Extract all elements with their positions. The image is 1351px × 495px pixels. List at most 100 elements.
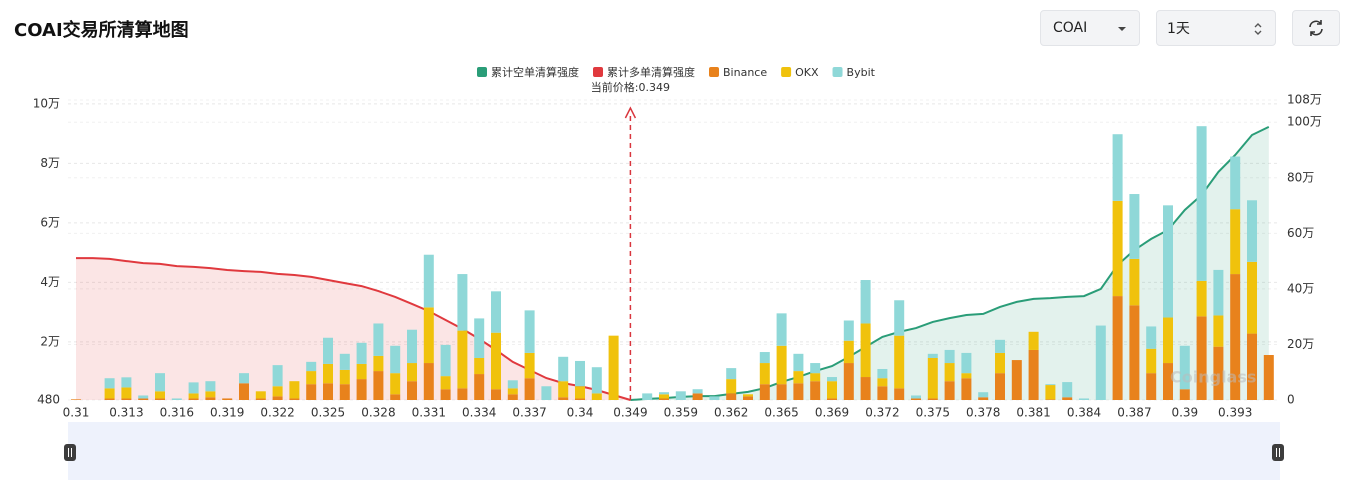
zoom-slider[interactable] (68, 422, 1280, 480)
bar-segment (356, 379, 367, 400)
bar-segment (1179, 345, 1190, 390)
bar-segment (423, 254, 434, 308)
bar-segment (978, 392, 989, 398)
x-tick-label: 0.316 (160, 406, 194, 420)
bar-segment (1196, 316, 1207, 400)
bar-segment (776, 384, 787, 400)
bar-segment (457, 274, 468, 331)
bar-segment (843, 363, 854, 400)
legend-label: 累计多单清算强度 (607, 65, 695, 79)
bar-segment (1112, 296, 1123, 400)
bar-segment (759, 384, 770, 400)
bar-segment (659, 392, 669, 395)
bar-segment (507, 388, 518, 395)
legend: 累计空单清算强度 累计多单清算强度 Binance OKX Bybit (477, 65, 876, 79)
bar-segment (423, 363, 434, 400)
bar-segment (440, 389, 451, 400)
bar-segment (1213, 315, 1224, 347)
bar-segment (373, 323, 384, 356)
legend-swatch (832, 67, 843, 77)
bar-segment (1163, 363, 1173, 400)
bar-segment (591, 393, 602, 400)
x-tick-label: 0.334 (462, 406, 496, 420)
bar-segment (1011, 360, 1022, 400)
slider-handle-left[interactable] (64, 444, 76, 461)
bar-segment (407, 363, 417, 382)
bar-segment (1129, 194, 1140, 259)
price-arrow (624, 106, 637, 119)
bar-segment (289, 398, 300, 400)
bar-segment (759, 352, 770, 364)
bar-segment (860, 323, 871, 378)
x-tick-label: 0.393 (1218, 406, 1252, 420)
bar-segment (390, 394, 401, 400)
y-tick-label: 4万 (40, 275, 60, 289)
bar-segment (591, 367, 602, 394)
legend-item[interactable]: Binance (709, 66, 767, 79)
legend-item[interactable]: OKX (781, 66, 819, 79)
bar-segment (356, 342, 367, 364)
y-tick-label: 2万 (40, 334, 60, 348)
bar-segment (776, 345, 787, 385)
bar-segment (1112, 200, 1123, 297)
legend-swatch (709, 67, 719, 77)
area (630, 126, 1269, 401)
legend-swatch (781, 67, 792, 77)
legend-item[interactable]: 累计多单清算强度 (593, 65, 695, 79)
interval-select[interactable]: 1天 (1156, 10, 1276, 46)
bar-segment (474, 357, 485, 375)
bar-segment (71, 399, 81, 400)
x-tick-label: 0.322 (260, 406, 294, 420)
price-annotation: 当前价格:0.349 (591, 80, 670, 94)
bar-segment (390, 373, 401, 395)
bar-segment (827, 381, 837, 399)
bar-segment (373, 371, 384, 400)
bar-segment (776, 313, 787, 346)
bar-segment (222, 398, 233, 400)
bar-segment (1196, 280, 1207, 317)
bar-segment (491, 291, 501, 333)
bars (71, 126, 1274, 400)
bar-segment (927, 353, 938, 358)
slider-handle-right[interactable] (1272, 444, 1284, 461)
refresh-button[interactable] (1292, 10, 1340, 46)
x-tick-label: 0.359 (664, 406, 698, 420)
symbol-value: COAI (1053, 20, 1088, 36)
grid (68, 99, 1278, 401)
bar-segment (743, 394, 753, 397)
bar-segment (642, 393, 653, 400)
lines (76, 125, 1270, 401)
legend-swatch (477, 67, 487, 77)
bar-segment (692, 393, 703, 400)
bar-segment (138, 395, 149, 399)
x-tick-label: 0.331 (412, 406, 446, 420)
x-tick-label: 0.337 (512, 406, 546, 420)
interval-value: 1天 (1167, 21, 1190, 37)
x-tick-label: 0.387 (1117, 406, 1151, 420)
bar-segment (155, 391, 165, 399)
legend-item[interactable]: Bybit (832, 66, 876, 79)
bar-segment (1213, 346, 1224, 400)
bar-segment (843, 320, 854, 341)
bar-segment (541, 386, 552, 400)
bar-segment (793, 353, 804, 372)
bar-segment (575, 386, 585, 399)
y2-tick-label: 0 (1287, 393, 1295, 407)
caret-icon (1118, 27, 1126, 31)
symbol-select[interactable]: COAI (1040, 10, 1140, 46)
bar-segment (423, 307, 434, 364)
bar-segment (1247, 333, 1257, 400)
x-tick-label: 0.34 (567, 406, 594, 420)
bar-segment (810, 381, 821, 400)
bar-segment (121, 398, 132, 400)
bar-segment (759, 363, 770, 385)
bar-segment (1045, 384, 1056, 386)
bar-segment (995, 352, 1005, 374)
bar-segment (911, 395, 921, 399)
bar-segment (927, 398, 938, 400)
bar-segment (894, 335, 905, 389)
legend-item[interactable]: 累计空单清算强度 (477, 65, 579, 79)
bar-segment (1196, 126, 1207, 281)
y-tick-label: 10万 (33, 96, 60, 110)
